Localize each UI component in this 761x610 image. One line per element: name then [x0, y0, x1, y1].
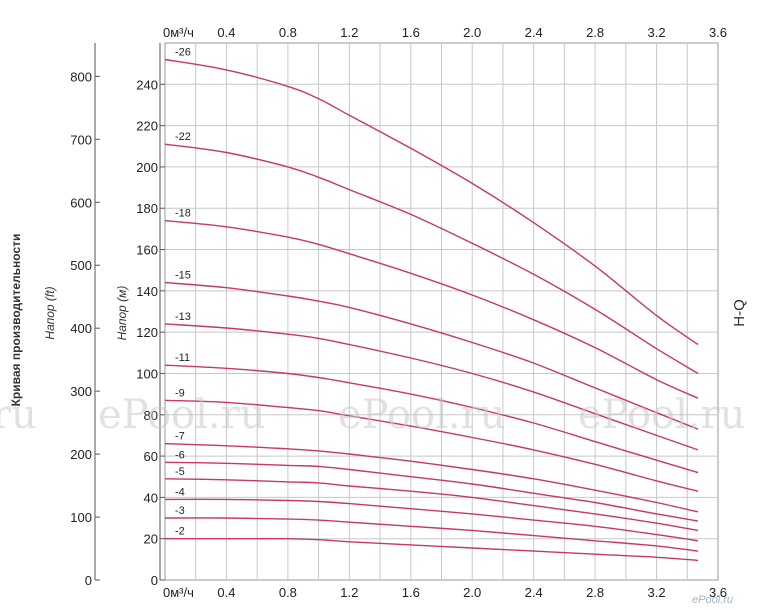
y-tick-label-feet: 100	[70, 510, 92, 525]
watermark-3: ePool.ru	[578, 392, 746, 438]
curve-label: -9	[175, 387, 185, 399]
hq-curve	[164, 498, 699, 542]
x-tick-label-top: 0.8	[279, 25, 297, 40]
x-tick-label-top: 1.2	[340, 25, 358, 40]
x-tick-label-top: 2.8	[586, 25, 604, 40]
watermark-left: ru	[0, 392, 37, 438]
x-tick-label-bottom: 1.6	[402, 585, 420, 600]
hq-curve	[164, 517, 699, 552]
x-axis-top: 0м³/ч 0.4 0.8 1.2 1.6 2.0 2.4 2.8 3.2 3.6	[163, 25, 727, 40]
curve-label: -18	[175, 208, 191, 220]
x-tick-label-top: 0.4	[217, 25, 235, 40]
curve-label: -7	[175, 431, 185, 443]
curve-label: -22	[175, 131, 191, 143]
x-unit-label-top: 0м³/ч	[163, 25, 194, 40]
y-tick-label-meters: 100	[136, 366, 158, 381]
y-tick-label-meters: 140	[136, 284, 158, 299]
x-tick-label-bottom: 2.8	[586, 585, 604, 600]
curve-label: -6	[175, 449, 185, 461]
y-tick-label-feet: 300	[70, 384, 92, 399]
curve-label: -4	[175, 486, 185, 498]
hq-curve	[164, 443, 699, 513]
curve-label: -5	[175, 466, 185, 478]
y-tick-label-meters: 120	[136, 325, 158, 340]
y-tick-label-feet: 400	[70, 321, 92, 336]
y-tick-label-feet: 600	[70, 195, 92, 210]
x-tick-label-top: 3.2	[648, 25, 666, 40]
y-tick-label-meters: 20	[144, 532, 158, 547]
y-tick-label-meters: 160	[136, 243, 158, 258]
y-tick-label-meters: 80	[144, 408, 158, 423]
x-axis-bottom: 0м³/ч 0.4 0.8 1.2 1.6 2.0 2.4 2.8 3.2 3.6	[163, 585, 727, 600]
watermark-2: ePool.ru	[338, 392, 506, 438]
hq-curve	[165, 537, 699, 562]
x-tick-label-top: 2.4	[525, 25, 543, 40]
hq-curve	[164, 143, 699, 375]
curve-label: -15	[175, 270, 191, 282]
x-tick-label-bottom: 0.4	[217, 585, 235, 600]
performance-curve-title: Кривая производительности	[9, 234, 23, 407]
hq-curve	[164, 58, 699, 346]
curve-labels: -2 -3 -4 -5 -6 -7 -9 -11 -13 -15 -18 -22 -26	[175, 47, 191, 538]
x-tick-label-bottom: 3.2	[648, 585, 666, 600]
y-tick-label-feet: 800	[70, 69, 92, 84]
y-tick-label-meters: 40	[144, 490, 158, 505]
curve-label: -11	[175, 352, 190, 364]
y-tick-label-feet: 0	[85, 573, 92, 588]
hq-curve	[164, 219, 699, 399]
hq-curve	[164, 461, 699, 522]
hq-label: H-Q	[731, 299, 748, 327]
y-axis-title-feet: Напор (ft)	[43, 286, 57, 339]
grid-lines	[164, 42, 719, 581]
curve-label: -13	[175, 311, 191, 323]
x-unit-label-bottom: 0м³/ч	[163, 585, 194, 600]
y-tick-label-meters: 220	[136, 119, 158, 134]
y-tick-label-feet: 700	[70, 132, 92, 147]
hq-curve	[164, 399, 699, 492]
y-tick-label-feet: 200	[70, 447, 92, 462]
y-axis-title-meters: Напор (м)	[115, 286, 129, 341]
hq-curve	[164, 364, 699, 474]
y-tick-label-feet: 500	[70, 258, 92, 273]
x-tick-label-top: 3.6	[709, 25, 727, 40]
hq-curves	[164, 58, 699, 562]
x-tick-label-bottom: 1.2	[340, 585, 358, 600]
y-tick-label-meters: 0	[151, 573, 158, 588]
x-tick-label-top: 2.0	[463, 25, 481, 40]
curve-label: -26	[175, 47, 191, 59]
watermark-1: ePool.ru	[98, 392, 266, 438]
x-tick-label-bottom: 2.4	[525, 585, 543, 600]
y-tick-label-meters: 200	[136, 160, 158, 175]
y-tick-label-meters: 240	[136, 77, 158, 92]
y-axis-meters: 0 20 40 60 80 100 120 140 160 180 200 220 240	[136, 43, 165, 588]
hq-curve	[164, 478, 699, 532]
x-tick-label-bottom: 0.8	[279, 585, 297, 600]
x-tick-label-bottom: 2.0	[463, 585, 481, 600]
y-tick-label-meters: 60	[144, 449, 158, 464]
x-tick-label-bottom: 3.6	[709, 585, 727, 600]
y-tick-label-meters: 180	[136, 201, 158, 216]
brand-logo-text: ePool.ru	[692, 594, 733, 606]
curve-label: -3	[175, 505, 185, 517]
hq-curve	[164, 323, 699, 451]
curve-label: -2	[175, 526, 185, 538]
hq-curve	[164, 281, 699, 430]
x-tick-label-top: 1.6	[402, 25, 420, 40]
y-axis-feet: 0 100 200 300 400 500 600 700 800	[70, 43, 100, 588]
